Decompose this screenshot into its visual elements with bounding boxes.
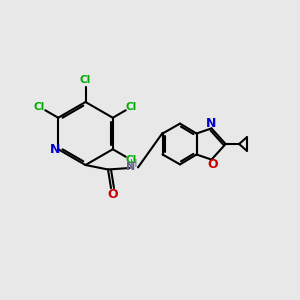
Text: O: O [208, 158, 218, 172]
Text: N: N [126, 162, 135, 172]
Text: Cl: Cl [34, 102, 45, 112]
Text: Cl: Cl [80, 75, 91, 85]
Text: Cl: Cl [126, 102, 137, 112]
Text: H: H [130, 159, 138, 170]
Text: O: O [107, 188, 118, 201]
Text: N: N [206, 116, 217, 130]
Text: Cl: Cl [126, 155, 137, 165]
Text: N: N [50, 143, 60, 156]
